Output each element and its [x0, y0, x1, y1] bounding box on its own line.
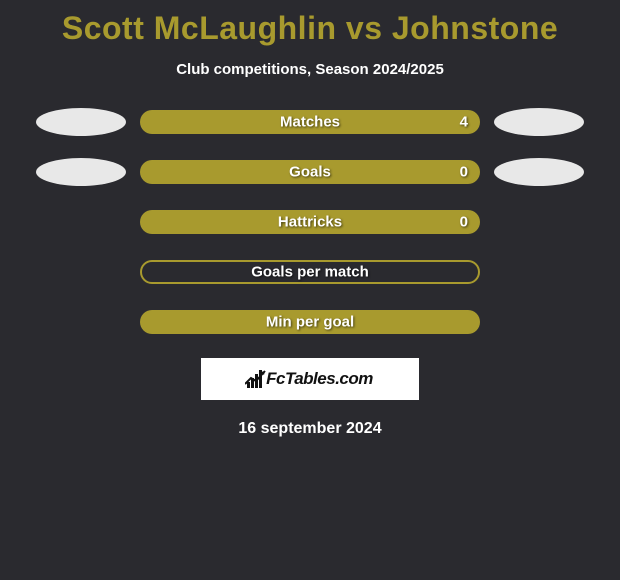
left-ellipse: [36, 108, 126, 136]
right-spacer: [494, 208, 584, 236]
bar-label: Hattricks: [278, 214, 342, 231]
stat-row: Goals 0: [0, 158, 620, 186]
bar-label: Goals per match: [251, 264, 369, 281]
right-spacer: [494, 308, 584, 336]
stat-row: Goals per match: [0, 258, 620, 286]
bar-label: Matches: [280, 114, 340, 131]
bar-value-right: 4: [460, 114, 468, 131]
logo-box: FcTables.com: [201, 358, 419, 400]
bar-value-right: 0: [460, 214, 468, 231]
stat-bar: Goals 0: [140, 160, 480, 184]
comparison-rows: Matches 4 Goals 0 Hattricks 0 Goals per match M…: [0, 108, 620, 336]
stat-row: Matches 4: [0, 108, 620, 136]
stat-row: Hattricks 0: [0, 208, 620, 236]
right-ellipse: [494, 108, 584, 136]
subtitle: Club competitions, Season 2024/2025: [0, 61, 620, 78]
stat-bar: Min per goal: [140, 310, 480, 334]
page-title: Scott McLaughlin vs Johnstone: [0, 0, 620, 47]
stat-bar: Goals per match: [140, 260, 480, 284]
stat-row: Min per goal: [0, 308, 620, 336]
bar-label: Goals: [289, 164, 331, 181]
date-text: 16 september 2024: [0, 420, 620, 438]
left-spacer: [36, 208, 126, 236]
stat-bar: Hattricks 0: [140, 210, 480, 234]
right-ellipse: [494, 158, 584, 186]
logo-line-icon: [245, 370, 267, 386]
left-spacer: [36, 258, 126, 286]
left-ellipse: [36, 158, 126, 186]
right-spacer: [494, 258, 584, 286]
logo-text: FcTables.com: [266, 369, 373, 389]
left-spacer: [36, 308, 126, 336]
logo-chart-icon: [247, 370, 262, 388]
bar-label: Min per goal: [266, 314, 354, 331]
bar-value-right: 0: [460, 164, 468, 181]
stat-bar: Matches 4: [140, 110, 480, 134]
